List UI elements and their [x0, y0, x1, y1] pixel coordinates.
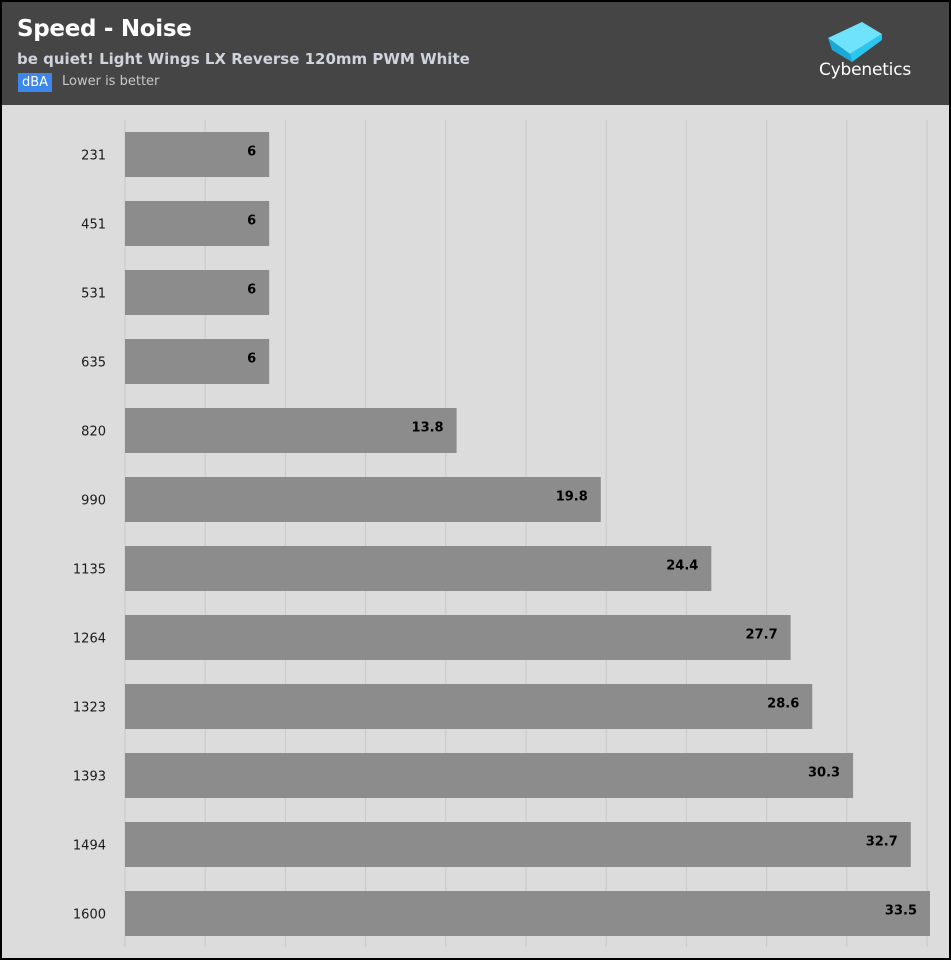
bar-1494 [125, 822, 911, 867]
unit-badge: dBA [18, 73, 53, 92]
bar-531 [125, 270, 270, 315]
bar-820 [125, 408, 457, 453]
category-label-990: 990 [81, 494, 106, 509]
gridlines [124, 120, 928, 947]
chart-subtitle: be quiet! Light Wings LX Reverse 120mm P… [17, 50, 470, 68]
value-label-531: 6 [247, 283, 256, 298]
category-label-635: 635 [81, 356, 106, 371]
chart-title: Speed - Noise [17, 16, 192, 42]
category-label-1494: 1494 [73, 839, 106, 854]
bars [125, 132, 930, 936]
value-label-820: 13.8 [412, 421, 444, 436]
bar-635 [125, 339, 270, 384]
value-label-1264: 27.7 [746, 628, 778, 643]
value-label-1135: 24.4 [666, 559, 698, 574]
bar-231 [125, 132, 270, 177]
bar-1600 [125, 891, 930, 936]
category-label-1393: 1393 [73, 770, 106, 785]
category-label-531: 531 [81, 287, 106, 302]
value-label-1323: 28.6 [767, 697, 799, 712]
category-label-1264: 1264 [73, 632, 106, 647]
category-label-231: 231 [81, 149, 106, 164]
cybenetics-cube-icon [828, 22, 882, 62]
category-label-1135: 1135 [73, 563, 106, 578]
value-label-990: 19.8 [556, 490, 588, 505]
value-label-1393: 30.3 [808, 766, 840, 781]
category-label-451: 451 [81, 218, 106, 233]
value-label-1494: 32.7 [866, 835, 898, 850]
value-label-635: 6 [247, 352, 256, 367]
bar-1135 [125, 546, 712, 591]
category-label-1323: 1323 [73, 701, 106, 716]
bar-1393 [125, 753, 854, 798]
value-label-1600: 33.5 [885, 904, 917, 919]
category-label-1600: 1600 [73, 908, 106, 923]
category-label-820: 820 [81, 425, 106, 440]
value-label-231: 6 [247, 145, 256, 160]
bar-1323 [125, 684, 813, 729]
value-label-451: 6 [247, 214, 256, 229]
value-labels: 6 6 6 6 13.8 19.8 24.4 27.7 28.6 30.3 32.7 33.5 [247, 145, 917, 919]
cybenetics-logo-text: Cybenetics [819, 60, 912, 80]
chart-header: Speed - Noise be quiet! Light Wings LX R… [2, 2, 949, 105]
bar-451 [125, 201, 270, 246]
bar-1264 [125, 615, 791, 660]
lower-is-better-hint: Lower is better [62, 74, 160, 89]
category-labels: 231 451 531 635 820 990 1135 1264 1323 1393 1494 16… [73, 149, 106, 923]
bar-990 [125, 477, 601, 522]
